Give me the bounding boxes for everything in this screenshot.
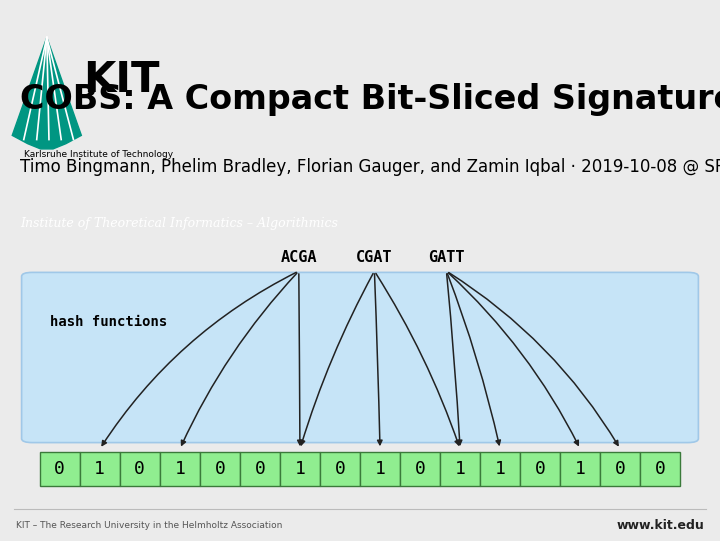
Text: 1: 1 (94, 460, 105, 478)
Text: 0: 0 (54, 460, 65, 478)
Bar (240, 452, 280, 486)
Bar (80, 452, 120, 486)
Text: COBS: A Compact Bit-Sliced Signature Index: COBS: A Compact Bit-Sliced Signature Ind… (20, 83, 720, 116)
Bar (480, 452, 521, 486)
FancyArrowPatch shape (297, 274, 302, 445)
Text: CGAT: CGAT (356, 250, 392, 266)
Text: 0: 0 (615, 460, 626, 478)
FancyArrowPatch shape (449, 273, 618, 445)
Bar (120, 452, 160, 486)
FancyArrowPatch shape (446, 274, 462, 445)
Bar (600, 452, 640, 486)
Bar (440, 452, 480, 486)
Text: 1: 1 (575, 460, 585, 478)
FancyBboxPatch shape (22, 273, 698, 443)
Bar (400, 452, 440, 486)
Text: KIT: KIT (83, 59, 159, 101)
Text: Timo Bingmann, Phelim Bradley, Florian Gauger, and Zamin Iqbal · 2019-10-08 @ SP: Timo Bingmann, Phelim Bradley, Florian G… (20, 157, 720, 176)
Bar (40, 452, 80, 486)
Bar (560, 452, 600, 486)
FancyArrowPatch shape (300, 274, 373, 445)
Text: 1: 1 (374, 460, 385, 478)
Text: 1: 1 (455, 460, 466, 478)
FancyArrowPatch shape (447, 274, 500, 445)
Bar (320, 452, 360, 486)
Text: ACGA: ACGA (281, 250, 317, 266)
Text: www.kit.edu: www.kit.edu (616, 519, 704, 532)
FancyArrowPatch shape (374, 274, 382, 445)
Text: 1: 1 (294, 460, 305, 478)
Text: 0: 0 (335, 460, 346, 478)
Text: 0: 0 (254, 460, 265, 478)
Text: 0: 0 (135, 460, 145, 478)
Text: 0: 0 (415, 460, 426, 478)
Text: 1: 1 (174, 460, 185, 478)
FancyArrowPatch shape (449, 273, 578, 445)
Text: 0: 0 (215, 460, 225, 478)
Bar (640, 452, 680, 486)
Text: 0: 0 (655, 460, 666, 478)
Text: Karlsruhe Institute of Technology: Karlsruhe Institute of Technology (24, 150, 173, 159)
Bar (521, 452, 560, 486)
Bar (199, 452, 240, 486)
Bar (280, 452, 320, 486)
FancyArrowPatch shape (376, 273, 459, 445)
Text: 0: 0 (535, 460, 546, 478)
Text: GATT: GATT (428, 250, 464, 266)
Text: 1: 1 (495, 460, 505, 478)
FancyArrowPatch shape (181, 273, 297, 445)
Text: KIT – The Research University in the Helmholtz Association: KIT – The Research University in the Hel… (16, 522, 282, 531)
FancyArrowPatch shape (102, 272, 297, 445)
Text: hash functions: hash functions (50, 315, 168, 329)
Polygon shape (12, 37, 81, 149)
Text: Institute of Theoretical Informatics – Algorithmics: Institute of Theoretical Informatics – A… (20, 217, 338, 230)
Bar (160, 452, 199, 486)
Bar (360, 452, 400, 486)
